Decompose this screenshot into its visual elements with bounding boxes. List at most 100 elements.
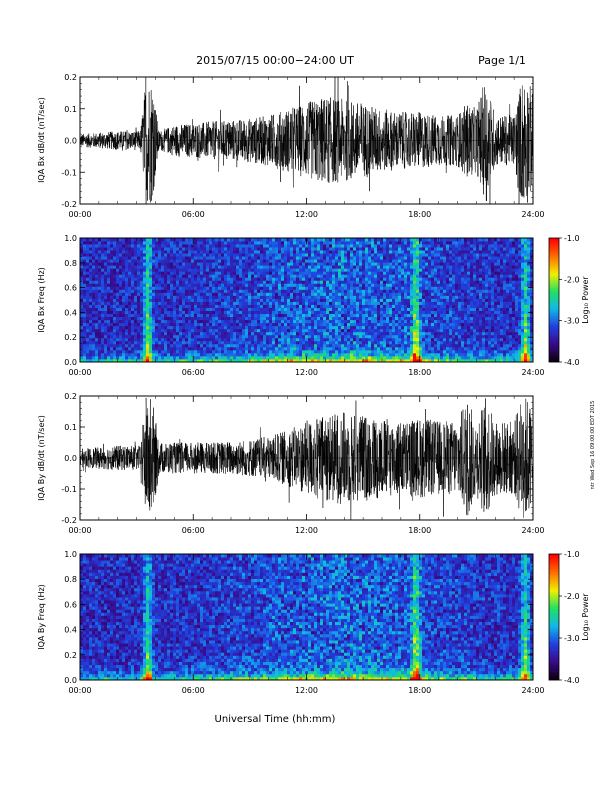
spectrogram-cell [431,304,435,308]
spectrogram-cell [377,244,381,248]
spectrogram-cell [194,358,198,363]
spectrogram-cell [302,331,306,336]
spectrogram-cell [266,238,270,242]
spectrogram-cell [191,322,195,327]
spectrogram-cell [104,301,108,305]
spectrogram-cell [251,295,255,299]
spectrogram-cell [377,334,381,339]
spectrogram-cell [83,274,87,278]
spectrogram-cell [155,358,159,363]
spectrogram-cell [98,271,102,275]
spectrogram-cell [311,292,315,296]
spectrogram-cell [128,265,132,269]
spectrogram-cell [278,322,282,327]
spectrogram-cell [161,262,165,266]
spectrogram-cell [200,253,204,257]
spectrogram-cell [155,346,159,351]
spectrogram-cell [98,277,102,281]
spectrogram-cell [392,238,396,242]
spectrogram-cell [344,280,348,284]
spectrogram-cell [230,250,234,254]
spectrogram-cell [89,313,93,318]
spectrogram-cell [146,289,150,293]
spectrogram-cell [299,325,303,330]
spectrogram-cell [161,343,165,348]
x-tick-label: 00:00 [68,210,91,219]
spectrogram-cell [197,343,201,348]
spectrogram-cell [92,337,96,342]
spectrogram-cell [119,355,123,360]
spectrogram-cell [116,322,120,327]
spectrogram-cell [188,355,192,360]
spectrogram-cell [332,349,336,354]
spectrogram-cell [251,256,255,260]
spectrogram-cell [182,289,186,293]
spectrogram-cell [149,256,153,260]
spectrogram-cell [338,337,342,342]
spectrogram-cell [176,298,180,302]
spectrogram-cell [431,352,435,357]
spectrogram-cell [257,271,261,275]
spectrogram-cell [335,304,339,308]
spectrogram-cell [236,271,240,275]
spectrogram-cell [299,289,303,293]
spectrogram-cell [365,310,369,315]
spectrogram-cell [89,328,93,333]
spectrogram-cell [167,268,171,272]
spectrogram-cell [239,250,243,254]
spectrogram-cell [425,292,429,296]
spectrogram-cell [413,310,417,315]
spectrogram-cell [239,289,243,293]
spectrogram-cell [215,304,219,308]
spectrogram-cell [89,277,93,281]
spectrogram-cell [83,307,87,311]
spectrogram-cell [317,355,321,360]
spectrogram-cell [155,307,159,311]
spectrogram-cell [263,346,267,351]
spectrogram-cell [227,358,231,363]
spectrogram-cell [98,253,102,257]
spectrogram-cell [350,277,354,281]
spectrogram-cell [227,298,231,302]
spectrogram-cell [107,310,111,315]
spectrogram-cell [188,250,192,254]
spectrogram-cell [383,250,387,254]
spectrogram-cell [188,265,192,269]
spectrogram-cell [248,349,252,354]
spectrogram-cell [272,259,276,263]
spectrogram-cell [356,346,360,351]
spectrogram-cell [185,325,189,330]
spectrogram-cell [104,346,108,351]
spectrogram-cell [374,319,378,324]
spectrogram-cell [137,274,141,278]
spectrogram-cell [404,304,408,308]
spectrogram-cell [215,328,219,333]
spectrogram-cell [221,256,225,260]
spectrogram-cell [89,253,93,257]
spectrogram-cell [263,238,267,242]
spectrogram-cell [179,304,183,308]
spectrogram-cell [116,334,120,339]
spectrogram-cell [110,256,114,260]
spectrogram-cell [125,241,129,245]
spectrogram-cell [107,247,111,251]
spectrogram-cell [140,307,144,311]
spectrogram-cell [263,241,267,245]
spectrogram-cell [101,244,105,248]
spectrogram-cell [377,241,381,245]
spectrogram-cell [317,328,321,333]
spectrogram-cell [155,280,159,284]
spectrogram-cell [185,259,189,263]
spectrogram-cell [335,268,339,272]
spectrogram-cell [293,271,297,275]
spectrogram-cell [281,313,285,318]
spectrogram-cell [422,253,426,257]
spectrogram-cell [143,349,147,354]
spectrogram-cell [179,256,183,260]
spectrogram-cell [155,277,159,281]
spectrogram-cell [80,292,84,296]
spectrogram-cell [257,295,261,299]
spectrogram-cell [107,289,111,293]
spectrogram-cell [173,340,177,345]
spectrogram-cell [365,253,369,257]
